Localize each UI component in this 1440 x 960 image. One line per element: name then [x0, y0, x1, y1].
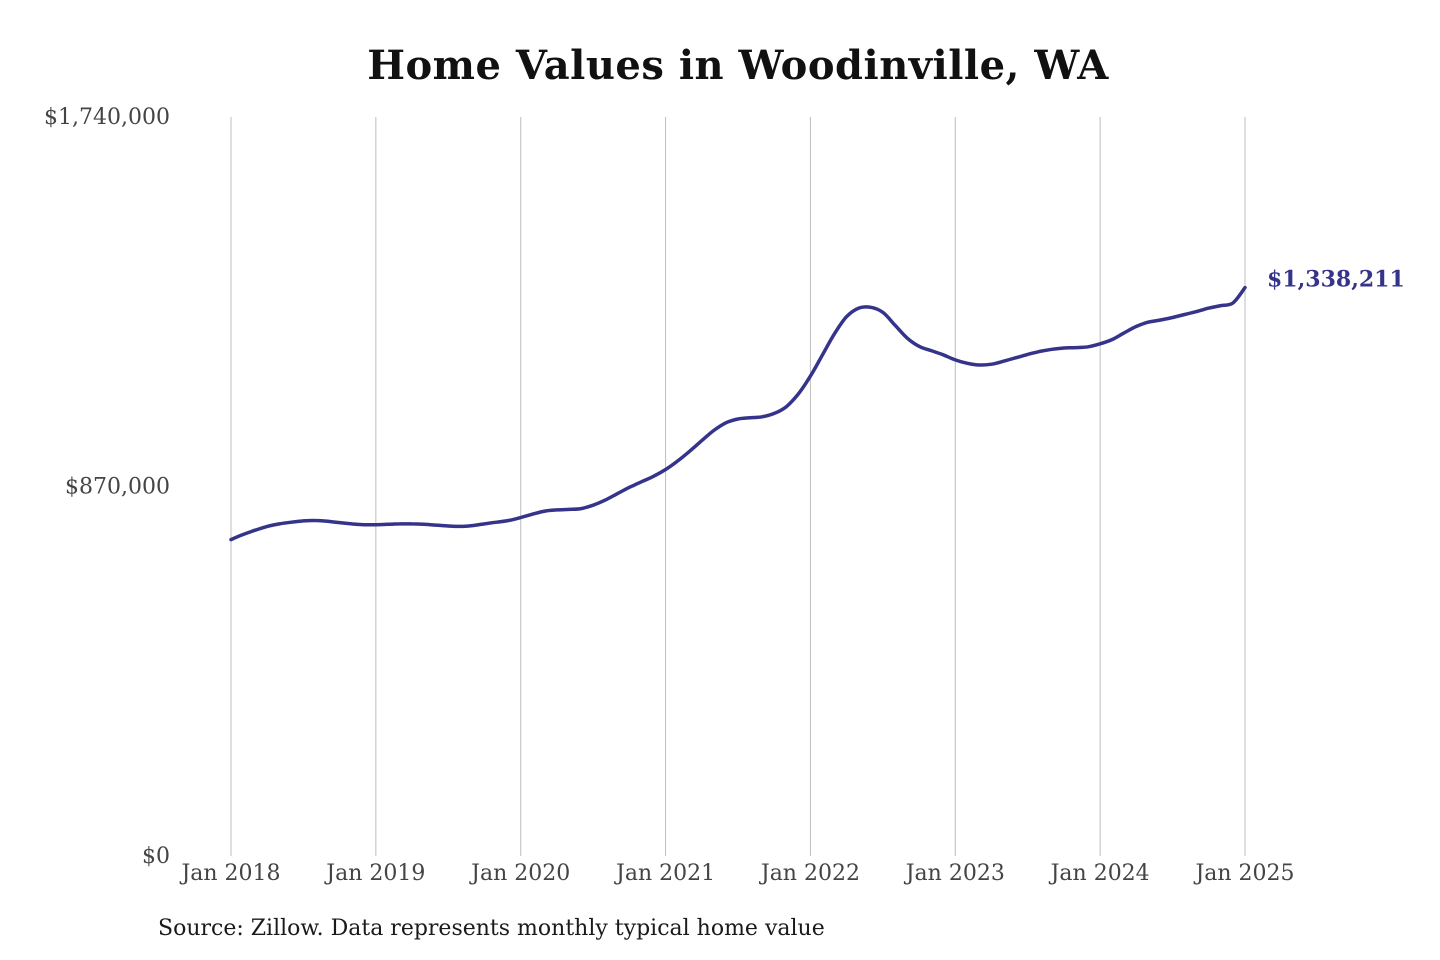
chart-title: Home Values in Woodinville, WA: [367, 42, 1109, 89]
y-axis-tick-labels: $0 $870,000 $1,740,000: [44, 105, 170, 869]
x-tick-label: Jan 2024: [1049, 861, 1150, 886]
y-tick-label: $870,000: [65, 475, 170, 500]
vertical-grid: [230, 117, 1246, 856]
x-tick-label: Jan 2019: [324, 861, 425, 886]
home-value-line: [229, 285, 1247, 542]
end-value-label: $1,338,211: [1267, 267, 1405, 293]
y-tick-label: $0: [142, 844, 170, 869]
x-tick-label: Jan 2025: [1193, 861, 1294, 886]
end-value-label-group: $1,338,211: [1267, 267, 1405, 293]
source-note: Source: Zillow. Data represents monthly …: [158, 916, 825, 941]
x-tick-label: Jan 2023: [904, 861, 1005, 886]
x-tick-label: Jan 2022: [759, 861, 860, 886]
x-tick-label: Jan 2021: [614, 861, 715, 886]
x-axis-tick-labels: Jan 2018 Jan 2019 Jan 2020 Jan 2021 Jan 2022…: [179, 861, 1294, 886]
y-tick-label: $1,740,000: [44, 105, 170, 130]
series-group: [229, 285, 1247, 542]
x-tick-label: Jan 2018: [179, 861, 280, 886]
x-tick-label: Jan 2020: [469, 861, 570, 886]
